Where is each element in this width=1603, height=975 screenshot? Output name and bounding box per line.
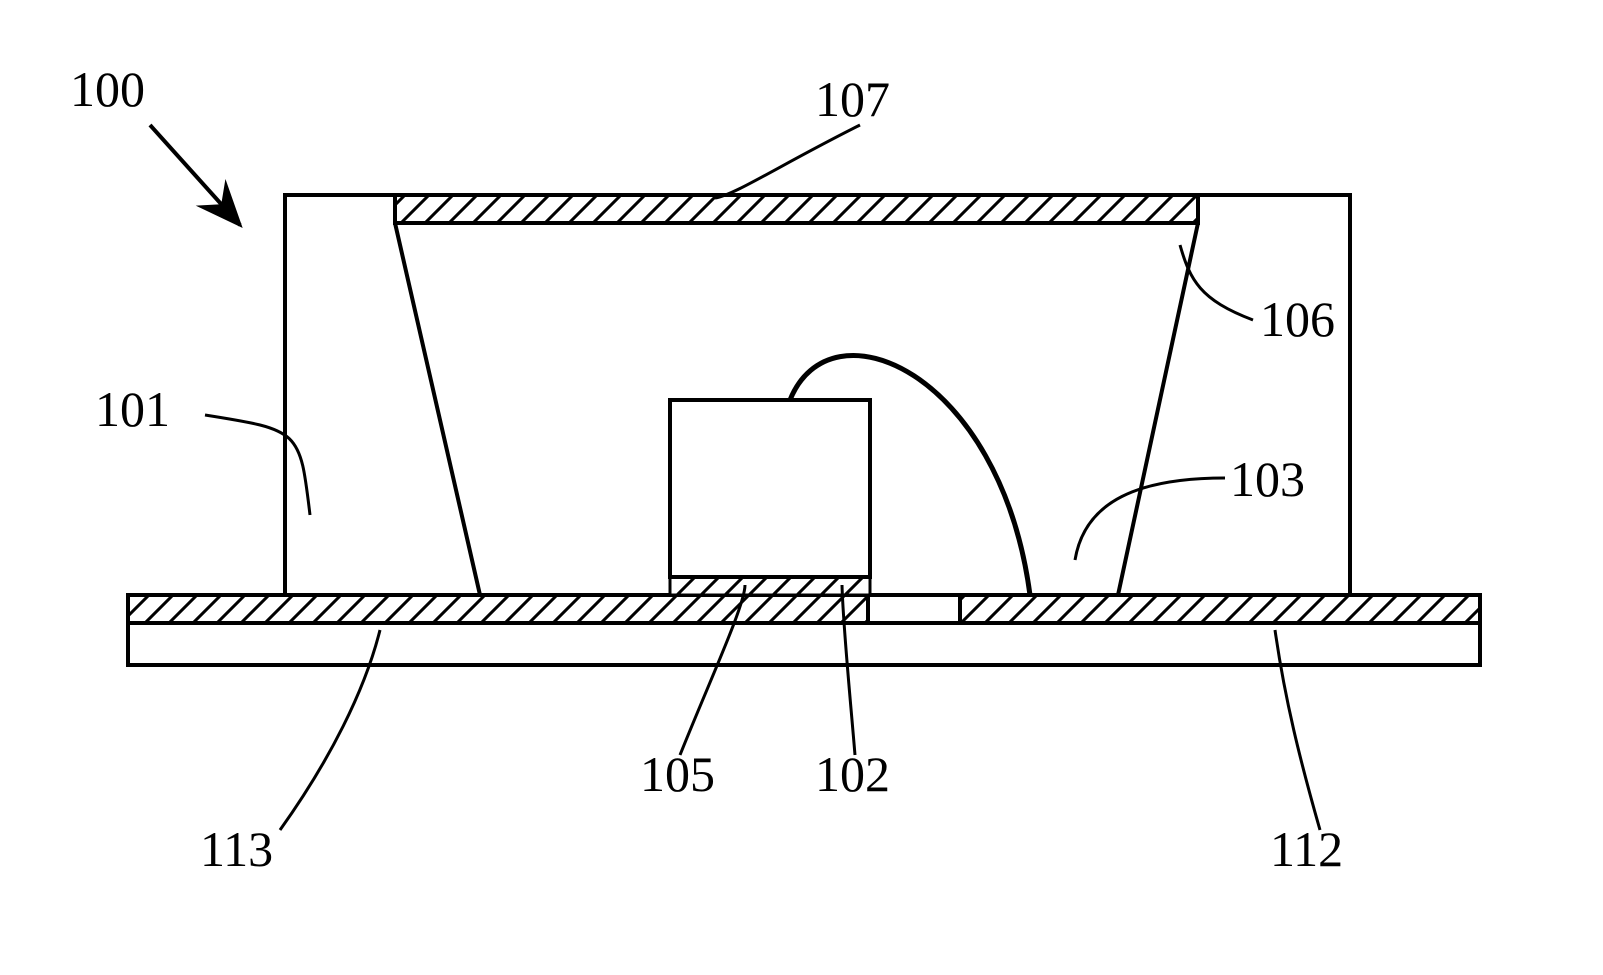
lead-right — [960, 595, 1480, 623]
leader-assembly-arrow — [150, 125, 240, 225]
label-102: 102 — [815, 745, 890, 803]
label-106: 106 — [1260, 290, 1335, 348]
die-attach — [670, 577, 870, 595]
label-100: 100 — [70, 60, 145, 118]
label-107: 107 — [815, 70, 890, 128]
label-105: 105 — [640, 745, 715, 803]
window-plate — [395, 195, 1198, 223]
label-101: 101 — [95, 380, 170, 438]
lead-left — [128, 595, 868, 623]
label-103: 103 — [1230, 450, 1305, 508]
die-chip — [670, 400, 870, 577]
label-112: 112 — [1270, 820, 1343, 878]
leader-107 — [715, 125, 860, 198]
lead-gap — [868, 595, 960, 623]
label-113: 113 — [200, 820, 273, 878]
